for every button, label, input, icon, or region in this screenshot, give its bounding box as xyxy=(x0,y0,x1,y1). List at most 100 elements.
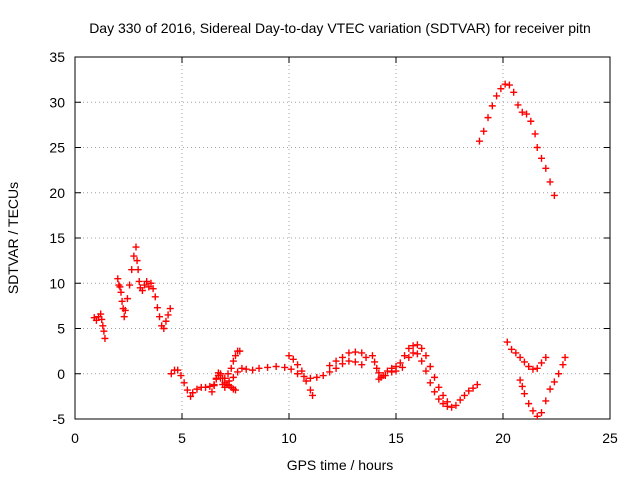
data-point xyxy=(473,381,481,389)
data-point xyxy=(151,293,159,301)
y-tick-label: 30 xyxy=(49,94,65,110)
data-point xyxy=(319,372,327,380)
data-point xyxy=(460,391,468,399)
series-10 xyxy=(475,80,558,199)
series-11 xyxy=(503,338,550,373)
data-point xyxy=(206,382,214,390)
y-tick-label: 0 xyxy=(57,366,65,382)
chart-title: Day 330 of 2016, Sidereal Day-to-day VTE… xyxy=(89,20,591,36)
data-point xyxy=(225,377,233,385)
data-point xyxy=(488,102,496,110)
data-point xyxy=(538,359,546,367)
data-point xyxy=(121,306,129,314)
data-point xyxy=(373,364,381,372)
data-point xyxy=(531,130,539,138)
y-tick-label: 35 xyxy=(49,49,65,65)
data-point xyxy=(126,281,134,289)
y-tick-label: 5 xyxy=(57,321,65,337)
data-point xyxy=(255,364,263,372)
data-point xyxy=(362,353,370,361)
data-point xyxy=(135,277,143,285)
data-point xyxy=(326,362,334,370)
data-point xyxy=(465,387,473,395)
data-point xyxy=(180,379,188,387)
data-point xyxy=(527,117,535,125)
data-point xyxy=(383,367,391,375)
data-point xyxy=(138,286,146,294)
data-point xyxy=(375,375,383,383)
data-series xyxy=(90,80,569,420)
data-point xyxy=(501,80,509,88)
data-point xyxy=(559,361,567,369)
data-point xyxy=(503,338,511,346)
data-point xyxy=(525,400,533,408)
data-point xyxy=(484,114,492,122)
data-point xyxy=(153,304,161,312)
data-point xyxy=(550,378,558,386)
data-point xyxy=(368,352,376,360)
data-point xyxy=(309,391,317,399)
data-point xyxy=(358,361,366,369)
data-point xyxy=(221,374,229,382)
data-point xyxy=(249,366,257,374)
data-point xyxy=(99,322,107,330)
data-point xyxy=(514,101,522,109)
y-tick-label: 10 xyxy=(49,275,65,291)
data-point xyxy=(375,369,383,377)
data-point xyxy=(166,305,174,313)
data-point xyxy=(156,313,164,321)
data-point xyxy=(533,412,541,420)
data-point xyxy=(162,317,170,325)
data-point xyxy=(120,313,128,321)
data-point xyxy=(143,277,151,285)
data-point xyxy=(294,370,302,378)
data-point xyxy=(435,395,443,403)
data-point xyxy=(128,266,136,274)
data-point xyxy=(164,311,172,319)
data-point xyxy=(141,281,149,289)
data-point xyxy=(285,352,293,360)
data-point xyxy=(339,360,346,368)
data-point xyxy=(236,347,244,355)
x-tick-label: 10 xyxy=(281,430,297,446)
data-point xyxy=(381,372,389,380)
data-point xyxy=(431,373,439,381)
data-point xyxy=(294,361,302,369)
data-point xyxy=(264,363,272,371)
data-point xyxy=(114,275,122,283)
data-point xyxy=(130,252,138,260)
data-point xyxy=(98,315,106,323)
data-point xyxy=(439,400,447,408)
data-point xyxy=(418,357,426,365)
data-point xyxy=(232,352,239,360)
data-point xyxy=(210,382,218,390)
x-tick-label: 15 xyxy=(388,430,404,446)
data-point xyxy=(546,178,554,186)
data-point xyxy=(480,127,488,135)
data-point xyxy=(187,392,195,400)
data-point xyxy=(426,379,434,387)
data-point xyxy=(345,357,353,365)
data-point xyxy=(413,350,421,358)
data-point xyxy=(193,385,201,393)
data-point xyxy=(533,364,541,372)
data-point xyxy=(392,367,400,375)
data-point xyxy=(302,377,310,385)
data-point xyxy=(208,388,216,396)
data-point xyxy=(510,88,518,96)
data-point xyxy=(149,285,157,293)
data-point xyxy=(512,349,520,357)
data-point xyxy=(118,297,126,305)
data-point xyxy=(529,365,537,373)
data-point xyxy=(97,310,105,318)
data-point xyxy=(475,137,483,145)
data-point xyxy=(443,402,451,410)
data-point xyxy=(422,352,430,360)
data-point xyxy=(351,348,359,356)
data-point xyxy=(242,365,250,373)
data-point xyxy=(306,386,314,394)
data-point xyxy=(561,353,569,361)
data-point xyxy=(439,391,447,399)
data-point xyxy=(351,358,359,366)
data-point xyxy=(398,363,406,371)
